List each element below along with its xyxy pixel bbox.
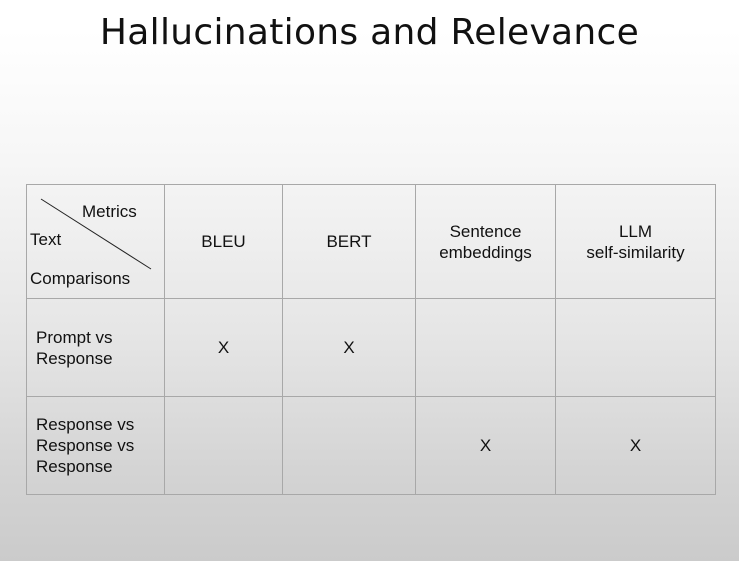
column-header-line1: LLM bbox=[618, 221, 653, 241]
column-header-bert: BERT bbox=[282, 184, 416, 299]
table-cell bbox=[282, 396, 416, 495]
column-header-line2: embeddings bbox=[439, 242, 532, 262]
column-header-bleu: BLEU bbox=[164, 184, 283, 299]
comparison-table: Metrics Text Comparisons BLEU BERT Sente… bbox=[26, 184, 716, 495]
row-label-line: Response bbox=[36, 457, 113, 476]
column-header-line1: Sentence bbox=[449, 221, 522, 241]
row-label-response-vs-response: Response vs Response vs Response bbox=[26, 396, 165, 495]
table-row: Prompt vs Response X X bbox=[26, 298, 716, 397]
table-cell: X bbox=[415, 396, 556, 495]
row-label-line: Prompt vs bbox=[36, 327, 113, 347]
slide-title: Hallucinations and Relevance bbox=[99, 12, 640, 53]
corner-label-metrics: Metrics bbox=[82, 202, 137, 221]
table-cell bbox=[415, 298, 556, 397]
row-label-line: Response vs bbox=[36, 415, 135, 434]
table-cell bbox=[555, 298, 716, 397]
table-cell: X bbox=[555, 396, 716, 495]
column-header-llm-self-similarity: LLM self-similarity bbox=[555, 184, 716, 299]
table-header-row: Metrics Text Comparisons BLEU BERT Sente… bbox=[26, 184, 716, 299]
column-header-line1: BERT bbox=[326, 232, 372, 251]
table-row: Response vs Response vs Response X X bbox=[26, 396, 716, 495]
table-cell: X bbox=[164, 298, 283, 397]
table-cell bbox=[164, 396, 283, 495]
corner-label-text: Text bbox=[30, 230, 62, 249]
row-label-line: Response vs bbox=[36, 436, 135, 455]
row-label-prompt-vs-response: Prompt vs Response bbox=[26, 298, 165, 397]
column-header-sentence-embeddings: Sentence embeddings bbox=[415, 184, 556, 299]
diagonal-divider-icon bbox=[40, 198, 152, 270]
column-header-line1: BLEU bbox=[201, 232, 246, 251]
table-cell: X bbox=[282, 298, 416, 397]
row-label-line: Response bbox=[36, 348, 113, 368]
corner-header-cell: Metrics Text Comparisons bbox=[26, 184, 165, 299]
corner-label-comparisons: Comparisons bbox=[30, 269, 131, 288]
column-header-line2: self-similarity bbox=[586, 242, 685, 262]
